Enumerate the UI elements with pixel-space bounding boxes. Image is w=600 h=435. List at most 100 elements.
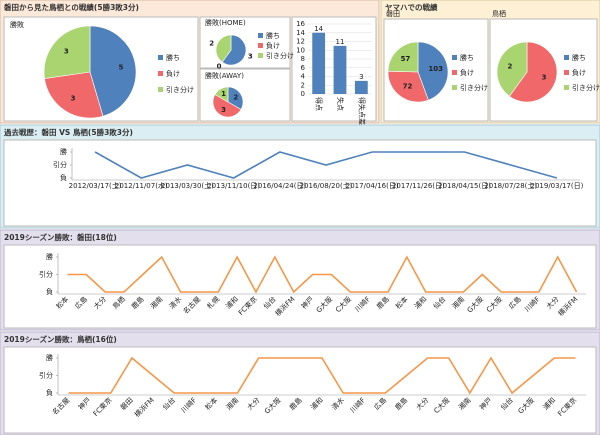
legend-label: 負け bbox=[572, 68, 586, 77]
y-tick-label: 8 bbox=[301, 55, 305, 63]
data-label: 1 bbox=[221, 90, 226, 98]
data-label: 5 bbox=[119, 64, 124, 72]
data-label: 3 bbox=[64, 48, 69, 56]
panel-title: 2019シーズン勝敗：磐田(18位) bbox=[4, 232, 117, 242]
y-tick-label: 負 bbox=[60, 173, 67, 182]
line bbox=[94, 151, 558, 179]
bar bbox=[312, 32, 326, 94]
legend-label: 負け bbox=[460, 68, 474, 77]
chart-box bbox=[199, 16, 291, 69]
chart-title: 磐田 bbox=[386, 9, 400, 18]
y-tick-label: 勝 bbox=[46, 353, 53, 362]
legend-swatch bbox=[158, 71, 163, 76]
legend-label: 勝ち bbox=[166, 53, 180, 62]
legend-swatch bbox=[158, 87, 163, 92]
y-tick-label: 負 bbox=[46, 388, 53, 397]
line bbox=[67, 255, 578, 294]
pie-slice bbox=[214, 86, 229, 103]
data-label: 3 bbox=[359, 73, 363, 81]
panel-title: 過去戦歴：磐田 VS 鳥栖(5勝3敗3分) bbox=[4, 127, 133, 137]
data-label: 3 bbox=[221, 106, 226, 114]
x-tick-label: 2018/07/28(土) bbox=[484, 181, 537, 190]
y-tick-label: 16 bbox=[296, 20, 305, 28]
y-tick-label: 引分 bbox=[53, 160, 67, 169]
chart-title: 勝敗(AWAY) bbox=[205, 71, 244, 80]
x-tick-label: 2017/11/26(日) bbox=[392, 182, 445, 190]
chart-box bbox=[3, 139, 597, 227]
legend-swatch bbox=[564, 85, 569, 90]
x-tick-label: 2013/03/30(土) bbox=[161, 181, 214, 190]
legend-swatch bbox=[452, 85, 457, 90]
y-tick-label: 勝 bbox=[60, 147, 67, 156]
legend-label: 負け bbox=[266, 41, 280, 50]
legend-label: 負け bbox=[166, 69, 180, 78]
pie-slice bbox=[221, 34, 247, 66]
y-tick-label: 4 bbox=[301, 73, 306, 81]
pie-slice bbox=[496, 41, 528, 97]
data-label: 57 bbox=[401, 55, 411, 63]
pie-slice bbox=[44, 71, 104, 119]
legend-swatch bbox=[258, 33, 263, 38]
data-label: 2 bbox=[209, 40, 214, 48]
data-label: 3 bbox=[542, 74, 547, 82]
data-label: 2 bbox=[507, 62, 512, 70]
legend-label: 引き分け bbox=[266, 51, 294, 60]
bar bbox=[354, 80, 368, 94]
x-tick-label: 2019/03/17(日) bbox=[531, 182, 584, 190]
x-tick-label: 2013/11/10(日) bbox=[207, 182, 260, 190]
pie-slice bbox=[387, 41, 419, 73]
line bbox=[68, 356, 576, 395]
pie-slice bbox=[89, 25, 137, 117]
x-tick-label: 失点 bbox=[336, 97, 345, 111]
data-label: 0 bbox=[217, 62, 222, 70]
data-label: 14 bbox=[314, 25, 323, 33]
bar bbox=[333, 45, 347, 94]
x-tick-label: 2018/04/15(日) bbox=[438, 182, 491, 190]
data-label: 72 bbox=[403, 83, 413, 91]
legend-swatch bbox=[564, 55, 569, 60]
legend-swatch bbox=[158, 55, 163, 60]
legend-label: 勝ち bbox=[572, 53, 586, 62]
y-tick-label: 引分 bbox=[39, 270, 53, 279]
x-tick-label: 2016/04/24(日) bbox=[253, 182, 306, 190]
legend-label: 引き分け bbox=[460, 83, 488, 92]
legend-swatch bbox=[258, 43, 263, 48]
pie-slice bbox=[417, 41, 449, 101]
chart-title: 勝敗(HOME) bbox=[205, 18, 246, 27]
legend-swatch bbox=[452, 55, 457, 60]
x-tick-label: 得失点差 bbox=[357, 97, 366, 125]
y-tick-label: 引分 bbox=[39, 371, 53, 380]
data-label: 2 bbox=[233, 94, 238, 102]
data-label: 103 bbox=[428, 65, 443, 73]
data-label: 11 bbox=[336, 38, 345, 46]
panel-title: 2019シーズン勝敗：鳥栖(16位) bbox=[4, 334, 117, 344]
legend-swatch bbox=[564, 70, 569, 75]
pie-slice bbox=[387, 70, 429, 103]
x-tick-label: 2012/11/07(水) bbox=[115, 181, 168, 190]
pie-slice bbox=[212, 94, 242, 118]
x-tick-label: 2017/04/16(日) bbox=[346, 182, 399, 190]
y-tick-label: 0 bbox=[301, 90, 305, 98]
panel-title: ヤマハでの戦績 bbox=[385, 2, 438, 12]
y-tick-label: 6 bbox=[301, 64, 306, 72]
legend-swatch bbox=[258, 53, 263, 58]
y-tick-label: 2 bbox=[301, 81, 305, 89]
legend-label: 引き分け bbox=[572, 83, 600, 92]
y-tick-label: 14 bbox=[296, 29, 305, 37]
data-label: 3 bbox=[71, 94, 76, 102]
chart-title: 勝敗 bbox=[10, 20, 24, 29]
y-tick-label: 10 bbox=[296, 46, 305, 54]
x-tick-label: 得点 bbox=[315, 97, 324, 111]
y-tick-label: 12 bbox=[296, 38, 305, 46]
pie-slice bbox=[43, 25, 91, 79]
chart-title: 鳥栖 bbox=[492, 9, 506, 18]
pie-slice bbox=[215, 34, 232, 63]
panel-title: 磐田から見た鳥栖との戦績(5勝3敗3分) bbox=[4, 2, 139, 12]
legend-label: 引き分け bbox=[166, 85, 194, 94]
legend-label: 勝ち bbox=[266, 31, 280, 40]
y-tick-label: 勝 bbox=[46, 252, 53, 261]
chart-box bbox=[3, 346, 597, 434]
x-tick-label: 2016/08/20(土) bbox=[300, 181, 353, 190]
legend-label: 勝ち bbox=[460, 53, 474, 62]
